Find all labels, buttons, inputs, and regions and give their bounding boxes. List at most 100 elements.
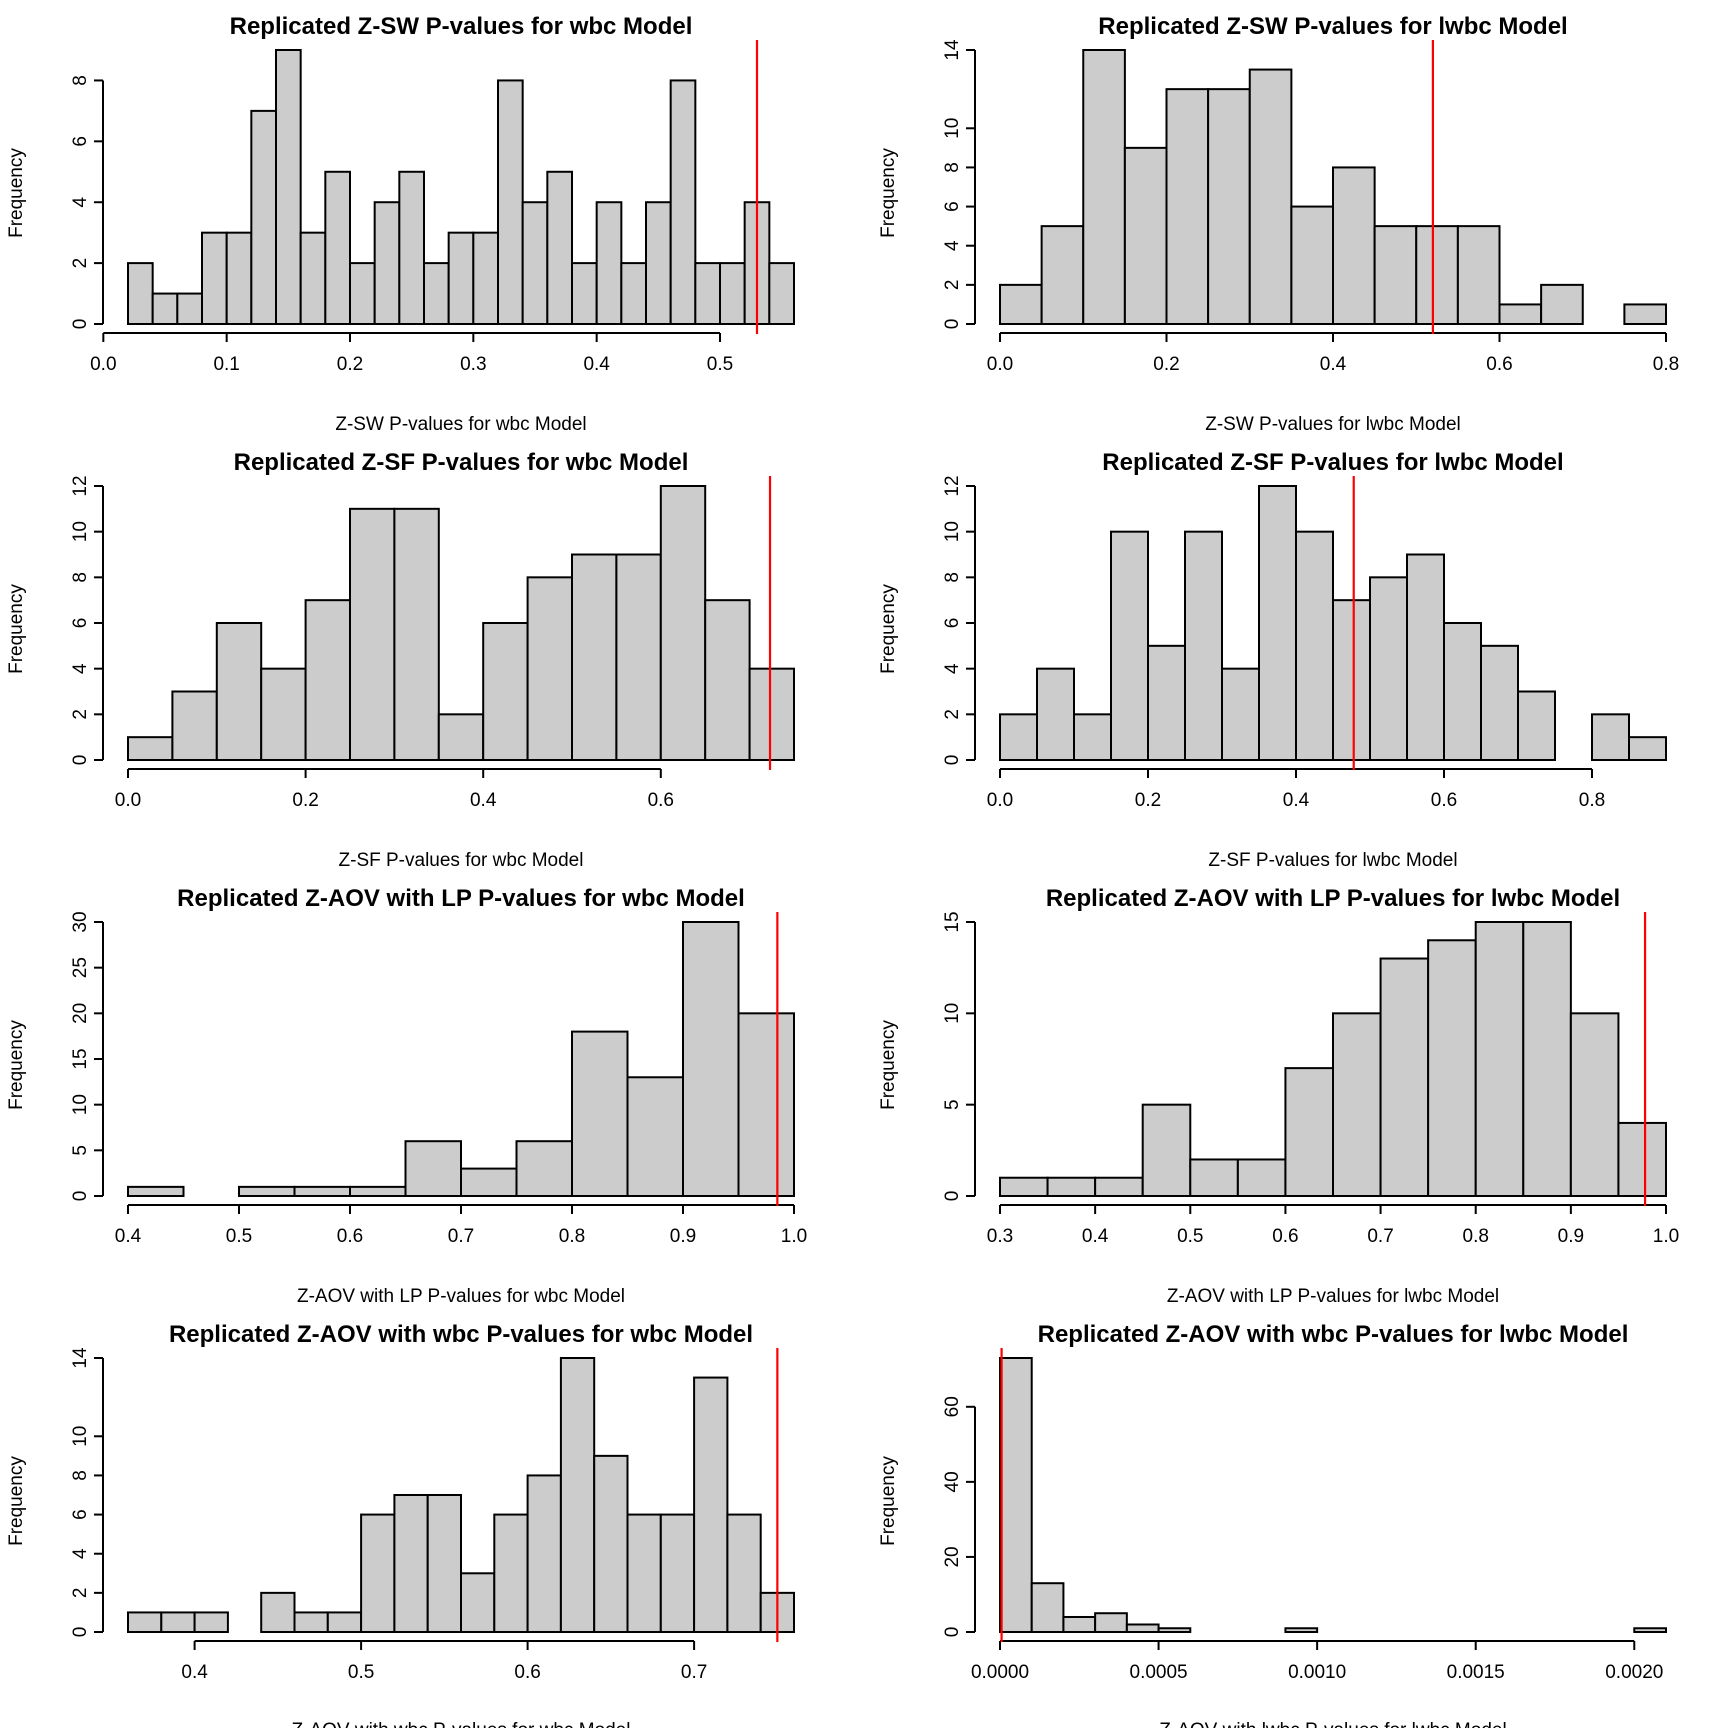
y-axis-label: Frequency	[6, 1456, 27, 1546]
histogram-bar	[748, 667, 795, 761]
histogram-bar	[659, 1513, 696, 1633]
histogram-bar	[1569, 1012, 1620, 1198]
y-tick-label: 12	[70, 475, 91, 496]
y-tick-label: 6	[942, 618, 963, 629]
x-tick-label: 1.0	[1653, 1226, 1679, 1247]
histogram-bar	[999, 1176, 1049, 1197]
histogram-bar	[626, 1076, 684, 1198]
chart-marks: 0.0 0.1 0.2 0.3 0.4 0.5 0 2 4 6 8 0.0 0.2 0.4 0.6 0.8 0 2…	[70, 39, 1679, 1683]
histogram-bar	[1415, 225, 1459, 325]
panel-zaov-lp-lwbc: Replicated Z-AOV with LP P-values for lw…	[878, 885, 1620, 1307]
chart-title: Replicated Z-AOV with wbc P-values for w…	[169, 1321, 753, 1348]
y-tick-label: 2	[70, 1588, 91, 1599]
histogram-bar	[704, 599, 751, 761]
histogram-bar	[215, 622, 263, 761]
x-tick-label: 0.6	[337, 1226, 363, 1247]
y-tick-label: 0	[70, 755, 91, 766]
histogram-bar	[460, 1572, 496, 1634]
x-axis-label: Z-SW P-values for wbc Model	[335, 414, 586, 435]
histogram-bar	[1094, 1612, 1128, 1633]
histogram-7: 0.4 0.5 0.6 0.7 0 2 4 6 8 10 14	[70, 1347, 796, 1683]
histogram-bar	[1110, 530, 1149, 761]
x-tick-label: 0.8	[1463, 1226, 1489, 1247]
histogram-bar	[1295, 530, 1334, 761]
histogram-bar	[1036, 667, 1075, 761]
histogram-bar	[171, 690, 218, 761]
histogram-bar	[326, 1611, 363, 1634]
panel-zaov-lp-wbc: Replicated Z-AOV with LP P-values for wb…	[6, 885, 745, 1307]
histogram-bar	[1189, 1158, 1239, 1197]
y-tick-label: 4	[942, 663, 963, 674]
histogram-bar	[1207, 88, 1251, 325]
y-tick-label: 25	[70, 957, 91, 978]
x-tick-label: 0.6	[1486, 354, 1512, 375]
histogram-bar	[768, 262, 796, 325]
histogram-bar	[626, 1513, 662, 1633]
histogram-bar	[1373, 225, 1418, 325]
histogram-bar	[1522, 921, 1572, 1197]
y-tick-label: 6	[942, 201, 963, 212]
histogram-bar	[437, 713, 485, 762]
histogram-bar	[615, 553, 662, 761]
panel-zaov-wbc-wbc: Replicated Z-AOV with wbc P-values for w…	[6, 1321, 753, 1728]
histogram-bar	[1480, 644, 1519, 762]
y-tick-label: 10	[70, 521, 91, 542]
histogram-6: 0.3 0.4 0.5 0.6 0.7 0.8 0.9 1.0 0 5 10 15	[942, 911, 1679, 1247]
histogram-bar	[571, 553, 618, 761]
y-tick-label: 6	[70, 136, 91, 147]
histogram-bar	[225, 231, 253, 325]
x-axis-label: Z-SW P-values for lwbc Model	[1205, 414, 1461, 435]
x-tick-label: 0.6	[514, 1662, 540, 1683]
x-tick-label: 0.1	[213, 354, 239, 375]
x-tick-label: 0.0	[987, 790, 1013, 811]
histogram-bar	[526, 1474, 562, 1634]
x-tick-label: 0.4	[115, 1226, 142, 1247]
x-tick-label: 0.0	[987, 354, 1013, 375]
x-axis-label: Z-AOV with lwbc P-values for lwbc Model	[1159, 1720, 1506, 1728]
y-tick-label: 0	[942, 1627, 963, 1638]
histogram-bar	[1406, 553, 1445, 761]
histogram-bar	[250, 109, 278, 325]
y-axis-label: Frequency	[878, 148, 899, 238]
y-tick-label: 2	[70, 709, 91, 720]
histogram-bar	[151, 292, 179, 325]
histogram-bar	[398, 170, 425, 325]
y-tick-label: 2	[942, 709, 963, 720]
histogram-bar	[160, 1611, 196, 1634]
histogram-bar	[1125, 1623, 1160, 1633]
x-tick-label: 0.0	[90, 354, 116, 375]
y-tick-label: 10	[942, 521, 963, 542]
chart-title: Replicated Z-AOV with wbc P-values for l…	[1038, 1321, 1629, 1348]
histogram-bar	[176, 292, 204, 325]
y-axis-label: Frequency	[878, 1020, 899, 1110]
y-tick-label: 4	[942, 240, 963, 251]
histogram-bar	[669, 79, 697, 325]
panel-zsf-wbc: Replicated Z-SF P-values for wbc Model Z…	[6, 449, 688, 871]
histogram-bar	[1165, 88, 1210, 325]
histogram-bar	[1517, 690, 1556, 761]
histogram-bar	[737, 1012, 795, 1198]
histogram-bar	[1332, 166, 1376, 325]
histogram-bar	[1157, 1627, 1192, 1633]
histogram-bar	[526, 576, 573, 762]
histogram-bar	[1258, 485, 1297, 761]
y-tick-label: 40	[942, 1471, 963, 1492]
histogram-bar	[482, 622, 529, 761]
x-tick-label: 0.8	[1653, 354, 1679, 375]
y-tick-label: 0	[942, 1191, 963, 1202]
x-axis-label: Z-SF P-values for wbc Model	[339, 850, 584, 871]
histogram-bar	[999, 283, 1043, 325]
x-tick-label: 0.2	[1135, 790, 1161, 811]
histogram-bar	[559, 1357, 596, 1633]
histogram-bar	[1540, 283, 1584, 325]
x-tick-label: 0.6	[1431, 790, 1457, 811]
histogram-bar	[546, 170, 574, 325]
histogram-bar	[275, 49, 302, 325]
histogram-bar	[304, 599, 352, 761]
y-tick-label: 4	[70, 663, 91, 674]
x-tick-label: 0.3	[987, 1226, 1013, 1247]
chart-title: Replicated Z-SW P-values for wbc Model	[230, 13, 693, 40]
y-axis-label: Frequency	[6, 584, 27, 674]
histogram-bar	[1046, 1176, 1097, 1197]
y-tick-label: 0	[942, 755, 963, 766]
